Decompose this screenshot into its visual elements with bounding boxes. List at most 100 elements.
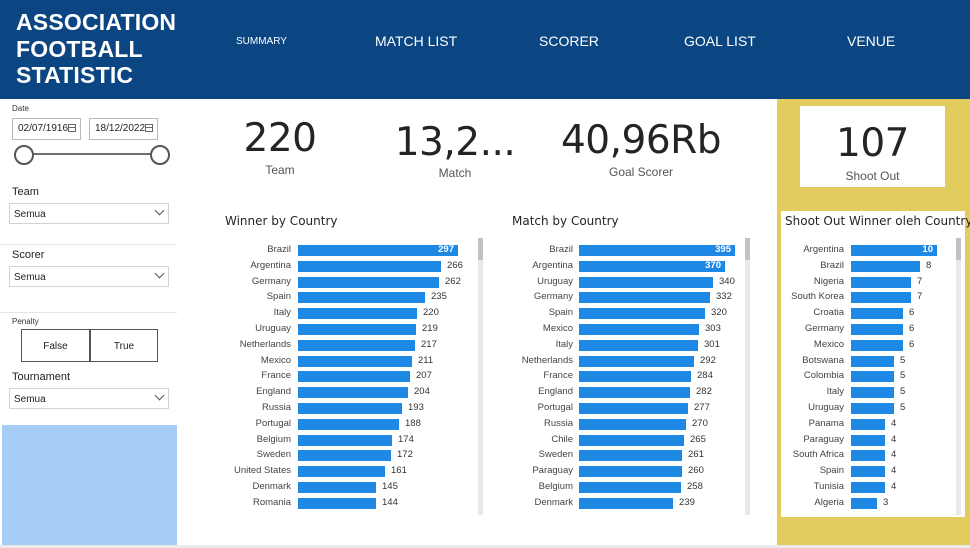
shootout-chart-scrollbar[interactable] [956,238,961,515]
bar[interactable] [298,434,392,446]
shootout-chart-scroll-thumb[interactable] [956,238,961,260]
bar[interactable] [298,403,402,414]
bar[interactable] [579,355,694,367]
nav-goal-list[interactable]: GOAL LIST [684,33,756,49]
bar-category-label: Romania [252,496,291,508]
team-dropdown[interactable]: Semua [9,203,169,224]
bar[interactable] [579,371,691,383]
bar-category-label: England [538,386,573,398]
bar[interactable] [298,355,412,367]
bar-value-label: 145 [382,481,398,492]
bar[interactable] [851,434,885,446]
bar[interactable] [298,418,399,430]
bar[interactable] [851,324,903,335]
bar[interactable] [851,260,920,272]
bar-value-label: 217 [421,338,437,350]
bar[interactable] [579,292,710,304]
bar[interactable] [579,387,690,399]
bar[interactable] [579,245,735,256]
date-slider-start-handle[interactable] [14,145,34,165]
bar[interactable] [298,260,441,272]
bar[interactable] [579,339,698,351]
bar-category-label: Uruguay [537,275,573,287]
bar[interactable] [851,387,894,399]
bar[interactable] [298,482,376,493]
bar-value-label: 4 [891,481,897,492]
bar[interactable] [851,482,885,493]
match-chart-scrollbar[interactable] [745,238,750,515]
bar-value-label: 340 [719,275,735,287]
nav-match-list[interactable]: MATCH LIST [375,33,458,49]
bar[interactable] [298,324,416,335]
nav-summary[interactable]: SUMMARY [236,36,287,47]
bar[interactable] [851,339,903,351]
date-start-input[interactable]: 02/07/1916 [12,118,81,140]
penalty-true-button[interactable]: True [90,329,158,362]
bar[interactable] [579,434,684,446]
top-header: ASSOCIATION FOOTBALL STATISTIC SUMMARY M… [0,0,970,99]
bar[interactable] [579,418,686,430]
bar-value-label: 6 [909,323,915,334]
bar[interactable] [851,466,885,478]
bar[interactable] [579,482,681,493]
bar[interactable] [579,450,682,462]
bar[interactable] [579,276,713,288]
winner-chart-scroll-thumb[interactable] [478,238,483,260]
bar[interactable] [851,292,911,304]
penalty-false-button[interactable]: False [21,329,90,362]
bar[interactable] [298,466,385,478]
calendar-icon[interactable] [68,124,76,132]
bar[interactable] [851,355,894,367]
date-end-input[interactable]: 18/12/2022 [89,118,158,140]
match-chart-scroll-thumb[interactable] [745,238,750,260]
date-slider-track[interactable] [22,153,160,155]
bar-value-label: 284 [697,370,713,382]
winner-chart-scrollbar[interactable] [478,238,483,515]
bar[interactable] [298,497,376,509]
bar-category-label: South Africa [792,449,844,461]
bar[interactable] [851,450,885,462]
bar[interactable] [851,308,903,320]
bar[interactable] [579,324,699,335]
bar[interactable] [298,292,425,304]
bar[interactable] [298,245,458,256]
bar-category-label: Botswana [802,354,844,366]
bar[interactable] [851,403,894,414]
bar[interactable] [579,403,688,414]
bar-value-label: 3 [883,496,889,508]
tournament-dropdown[interactable]: Semua [9,388,169,409]
bar[interactable] [298,371,410,383]
bar-category-label: Russia [543,417,573,429]
nav-venue[interactable]: VENUE [847,33,896,49]
bar[interactable] [298,450,391,462]
bar[interactable] [298,387,408,399]
bar[interactable] [298,276,439,288]
bar[interactable] [579,466,682,478]
bar[interactable] [298,308,417,320]
calendar-icon[interactable] [145,124,153,132]
bar-value-label: 266 [447,259,463,271]
bar-category-label: Italy [555,338,573,350]
bar[interactable] [851,371,894,383]
bar-category-label: France [543,370,573,382]
bar[interactable] [298,339,415,351]
date-slider-end-handle[interactable] [150,145,170,165]
bar[interactable] [851,276,911,288]
scorer-dropdown-value: Semua [14,272,46,283]
bar[interactable] [851,418,885,430]
bar[interactable] [579,497,673,509]
bar-value-label: 258 [687,481,703,492]
nav-scorer[interactable]: SCORER [539,33,599,49]
scorer-dropdown[interactable]: Semua [9,266,169,287]
bar-value-label: 4 [891,449,897,461]
bar-value-label: 239 [679,496,695,508]
bar[interactable] [579,260,725,272]
bar[interactable] [579,308,705,320]
bar-category-label: Denmark [252,481,291,492]
bar-category-label: Paraguay [532,465,573,477]
bar[interactable] [851,497,877,509]
bar[interactable] [851,245,937,256]
bar-category-label: Russia [261,402,291,413]
bar-category-label: Spain [819,465,844,477]
bar-category-label: Brazil [267,244,291,255]
